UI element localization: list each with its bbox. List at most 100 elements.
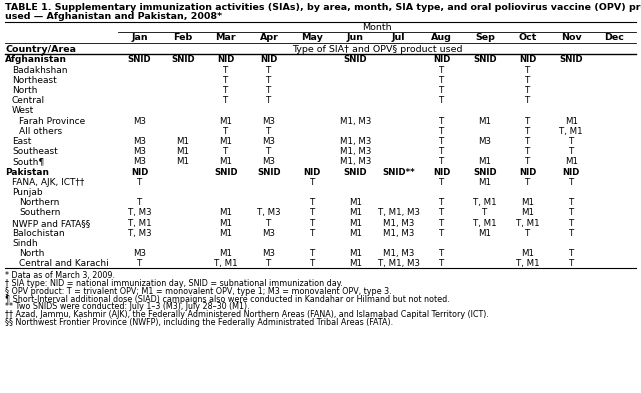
Text: M1: M1 — [565, 158, 578, 167]
Text: NID: NID — [217, 55, 235, 64]
Text: T, M1, M3: T, M1, M3 — [378, 259, 420, 268]
Text: T, M1: T, M1 — [214, 259, 238, 268]
Text: May: May — [301, 33, 323, 42]
Text: T: T — [267, 259, 272, 268]
Text: Balochistan: Balochistan — [12, 229, 65, 238]
Text: Southeast: Southeast — [12, 147, 58, 156]
Text: M1: M1 — [522, 209, 535, 217]
Text: Central and Karachi: Central and Karachi — [19, 259, 109, 268]
Text: T: T — [137, 259, 142, 268]
Text: T: T — [526, 137, 531, 146]
Text: TABLE 1. Supplementary immunization activities (SIAs), by area, month, SIA type,: TABLE 1. Supplementary immunization acti… — [5, 3, 641, 12]
Text: NID: NID — [433, 55, 451, 64]
Text: SNID: SNID — [128, 55, 151, 64]
Text: Country/Area: Country/Area — [5, 44, 76, 53]
Text: SNID**: SNID** — [382, 168, 415, 177]
Text: Farah Province: Farah Province — [19, 117, 85, 126]
Text: M1: M1 — [349, 219, 362, 228]
Text: T, M3: T, M3 — [257, 209, 281, 217]
Text: NID: NID — [304, 168, 321, 177]
Text: M1, M3: M1, M3 — [340, 137, 371, 146]
Text: T: T — [526, 66, 531, 75]
Text: T: T — [439, 137, 444, 146]
Text: T: T — [310, 178, 315, 187]
Text: M3: M3 — [263, 137, 276, 146]
Text: T, M1: T, M1 — [516, 219, 540, 228]
Text: T: T — [482, 209, 488, 217]
Text: †† Azad, Jammu, Kashmir (AJK), the Federally Administered Northern Areas (FANA),: †† Azad, Jammu, Kashmir (AJK), the Feder… — [5, 310, 489, 319]
Text: T: T — [526, 96, 531, 105]
Text: T: T — [310, 209, 315, 217]
Text: M1, M3: M1, M3 — [383, 229, 414, 238]
Text: T: T — [439, 198, 444, 207]
Text: T: T — [223, 96, 229, 105]
Text: M1, M3: M1, M3 — [340, 147, 371, 156]
Text: T: T — [526, 178, 531, 187]
Text: T: T — [569, 137, 574, 146]
Text: T: T — [267, 219, 272, 228]
Text: Type of SIA† and OPV§ product used: Type of SIA† and OPV§ product used — [292, 44, 462, 53]
Text: ** Two SNIDS were conducted: July 1–3 (M3), July 28–30 (M1).: ** Two SNIDS were conducted: July 1–3 (M… — [5, 302, 249, 311]
Text: Punjab: Punjab — [12, 188, 42, 197]
Text: SNID: SNID — [344, 55, 367, 64]
Text: M1: M1 — [565, 117, 578, 126]
Text: T: T — [439, 229, 444, 238]
Text: South¶: South¶ — [12, 158, 44, 167]
Text: T: T — [569, 219, 574, 228]
Text: SNID: SNID — [171, 55, 195, 64]
Text: M3: M3 — [133, 117, 146, 126]
Text: SNID: SNID — [560, 55, 583, 64]
Text: T: T — [267, 147, 272, 156]
Text: M1: M1 — [349, 259, 362, 268]
Text: Northern: Northern — [19, 198, 60, 207]
Text: T: T — [223, 127, 229, 136]
Text: M3: M3 — [133, 147, 146, 156]
Text: * Data as of March 3, 2009.: * Data as of March 3, 2009. — [5, 271, 115, 280]
Text: M1: M1 — [349, 198, 362, 207]
Text: M1: M1 — [478, 229, 492, 238]
Text: M1: M1 — [219, 209, 233, 217]
Text: T: T — [569, 198, 574, 207]
Text: T: T — [310, 259, 315, 268]
Text: T: T — [569, 209, 574, 217]
Text: NID: NID — [433, 168, 451, 177]
Text: M1, M3: M1, M3 — [340, 158, 371, 167]
Text: T: T — [137, 178, 142, 187]
Text: T: T — [439, 219, 444, 228]
Text: M1: M1 — [349, 249, 362, 258]
Text: T: T — [267, 127, 272, 136]
Text: M1: M1 — [478, 178, 492, 187]
Text: NWFP and FATA§§: NWFP and FATA§§ — [12, 219, 90, 228]
Text: M3: M3 — [263, 117, 276, 126]
Text: NID: NID — [131, 168, 148, 177]
Text: T: T — [526, 229, 531, 238]
Text: T: T — [267, 66, 272, 75]
Text: T: T — [569, 229, 574, 238]
Text: M1: M1 — [219, 117, 233, 126]
Text: M1: M1 — [219, 219, 233, 228]
Text: T: T — [526, 76, 531, 85]
Text: SNID: SNID — [344, 168, 367, 177]
Text: T, M1: T, M1 — [560, 127, 583, 136]
Text: Jun: Jun — [347, 33, 364, 42]
Text: M3: M3 — [478, 137, 492, 146]
Text: M1: M1 — [478, 117, 492, 126]
Text: T: T — [439, 259, 444, 268]
Text: used — Afghanistan and Pakistan, 2008*: used — Afghanistan and Pakistan, 2008* — [5, 12, 222, 21]
Text: T, M3: T, M3 — [128, 229, 151, 238]
Text: Afghanistan: Afghanistan — [5, 55, 67, 64]
Text: T: T — [439, 209, 444, 217]
Text: T: T — [439, 76, 444, 85]
Text: SNID: SNID — [473, 168, 497, 177]
Text: T: T — [267, 76, 272, 85]
Text: T: T — [439, 127, 444, 136]
Text: M1, M3: M1, M3 — [383, 219, 414, 228]
Text: T: T — [439, 117, 444, 126]
Text: T, M1: T, M1 — [516, 259, 540, 268]
Text: ¶ Short-Interval additional dose (SIAD) campaigns also were conducted in Kandaha: ¶ Short-Interval additional dose (SIAD) … — [5, 295, 450, 304]
Text: East: East — [12, 137, 31, 146]
Text: T: T — [569, 147, 574, 156]
Text: NID: NID — [563, 168, 580, 177]
Text: T: T — [137, 198, 142, 207]
Text: Southern: Southern — [19, 209, 60, 217]
